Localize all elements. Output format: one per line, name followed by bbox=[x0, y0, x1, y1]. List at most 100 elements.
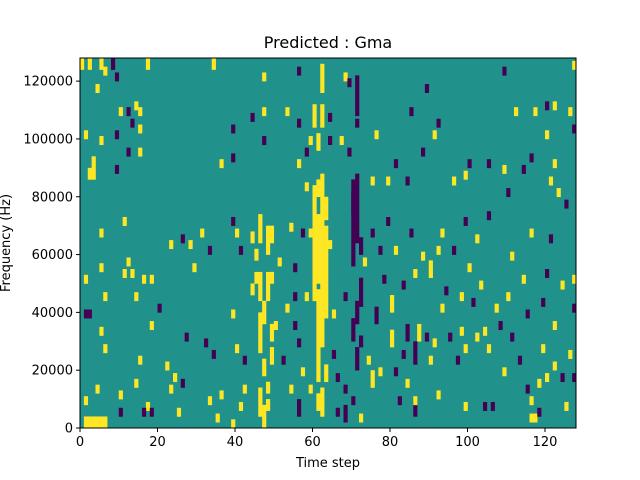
heatmap-cell-low bbox=[293, 321, 298, 331]
heatmap-cell-low bbox=[572, 373, 577, 383]
heatmap-cell-low bbox=[405, 176, 410, 186]
heatmap-cell-high bbox=[235, 228, 240, 238]
heatmap-cell-high bbox=[463, 401, 468, 411]
heatmap-cell-high bbox=[324, 364, 329, 383]
heatmap-cell-high bbox=[207, 396, 213, 406]
heatmap-cell-high bbox=[138, 107, 143, 117]
heatmap-cell-low bbox=[359, 237, 364, 255]
heatmap-cell-high bbox=[176, 407, 182, 417]
heatmap-cell-low bbox=[409, 228, 414, 238]
heatmap-cell-high bbox=[122, 216, 127, 226]
heatmap-cell-low bbox=[180, 378, 185, 388]
heatmap-cell-low bbox=[413, 341, 418, 365]
heatmap-cell-low bbox=[564, 199, 569, 209]
plot-frame bbox=[79, 57, 577, 429]
heatmap-cell-high bbox=[529, 413, 534, 423]
heatmap-cell-high bbox=[370, 370, 375, 388]
heatmap-cell-high bbox=[560, 280, 565, 290]
heatmap-cell-high bbox=[99, 326, 104, 336]
x-axis: 0 20 40 60 80 100 120 bbox=[76, 428, 557, 450]
heatmap-cell-high bbox=[266, 225, 271, 255]
heatmap-cell-low bbox=[281, 355, 286, 365]
heatmap-cell-low bbox=[347, 78, 352, 88]
heatmap-cell-high bbox=[273, 321, 278, 331]
heatmap-cell-low bbox=[545, 269, 550, 278]
heatmap-cell-high bbox=[308, 136, 313, 146]
heatmap-cell-low bbox=[355, 300, 360, 325]
heatmap-cell-low bbox=[486, 159, 492, 169]
heatmap-cell-high bbox=[440, 228, 445, 238]
heatmap-cell-high bbox=[328, 240, 333, 250]
heatmap-cell-high bbox=[165, 361, 170, 371]
heatmap-cell-low bbox=[114, 72, 120, 82]
heatmap-cell-low bbox=[304, 147, 309, 157]
heatmap-cell-high bbox=[99, 416, 104, 429]
heatmap-cell-low bbox=[238, 245, 244, 255]
x-tick-label: 100 bbox=[455, 435, 480, 450]
heatmap-cell-low bbox=[393, 367, 399, 377]
heatmap-cell-high bbox=[91, 156, 96, 169]
heatmap-cell-high bbox=[118, 390, 123, 400]
heatmap-cell-high bbox=[459, 326, 464, 336]
heatmap-cell-high bbox=[266, 271, 271, 302]
heatmap-cell-low bbox=[211, 349, 216, 359]
heatmap-cell-high bbox=[502, 367, 507, 377]
heatmap-cell-low bbox=[424, 84, 430, 93]
heatmap-cell-low bbox=[382, 274, 387, 284]
heatmap-cell-high bbox=[91, 416, 96, 429]
heatmap-cell-high bbox=[258, 214, 263, 244]
heatmap-cell-low bbox=[343, 404, 348, 423]
heatmap-cell-high bbox=[235, 344, 240, 354]
heatmap-cell-high bbox=[211, 58, 216, 70]
heatmap-cell-high bbox=[545, 130, 550, 140]
heatmap-cell-high bbox=[91, 167, 96, 180]
heatmap-cell-high bbox=[258, 271, 263, 302]
heatmap-cell-low bbox=[486, 211, 492, 221]
heatmap-cell-low bbox=[436, 118, 441, 128]
heatmap-cell-high bbox=[262, 107, 267, 117]
heatmap-cell-high bbox=[258, 387, 263, 417]
heatmap-cell-low bbox=[126, 107, 131, 117]
heatmap-cell-high bbox=[533, 413, 538, 423]
heatmap-cell-high bbox=[134, 378, 139, 388]
heatmap-cell-high bbox=[83, 416, 89, 429]
heatmap-cell-high bbox=[537, 378, 542, 388]
heatmap-cell-high bbox=[149, 274, 154, 284]
heatmap-cell-low bbox=[157, 303, 162, 313]
heatmap-cell-high bbox=[285, 107, 290, 117]
heatmap-cell-high bbox=[436, 390, 441, 400]
heatmap-cell-low bbox=[545, 101, 550, 111]
heatmap-cell-high bbox=[324, 196, 329, 221]
heatmap-cell-low bbox=[541, 297, 546, 307]
heatmap-cell-high bbox=[231, 309, 236, 319]
heatmap-cell-high bbox=[258, 312, 263, 354]
heatmap-cell-high bbox=[393, 245, 399, 255]
heatmap-cell-low bbox=[498, 321, 503, 331]
heatmap-cell-low bbox=[467, 159, 472, 169]
heatmap-cell-low bbox=[560, 373, 565, 383]
heatmap-cell-low bbox=[114, 164, 120, 174]
heatmap-cell-high bbox=[413, 396, 418, 406]
y-tick-label: 100000 bbox=[23, 132, 73, 147]
heatmap-cell-low bbox=[351, 396, 356, 406]
heatmap-cell-high bbox=[308, 384, 313, 394]
heatmap-cell-low bbox=[180, 234, 185, 244]
heatmap-cell-high bbox=[506, 292, 511, 302]
heatmap-cell-low bbox=[293, 263, 298, 273]
heatmap-cell-high bbox=[308, 228, 313, 238]
heatmap-cell-high bbox=[99, 136, 104, 146]
heatmap-cell-low bbox=[401, 280, 406, 290]
heatmap-cell-low bbox=[393, 159, 399, 169]
heatmap-cell-low bbox=[355, 118, 360, 128]
heatmap-cell-low bbox=[502, 66, 507, 76]
heatmap-cell-high bbox=[254, 271, 259, 284]
heatmap-cell-high bbox=[316, 393, 321, 411]
heatmap-cell-low bbox=[370, 228, 375, 238]
heatmap-cell-low bbox=[142, 407, 147, 417]
heatmap-cell-high bbox=[312, 185, 317, 302]
heatmap-cell-high bbox=[463, 170, 468, 180]
y-tick-label: 120000 bbox=[23, 75, 73, 90]
heatmap-cell-high bbox=[320, 231, 325, 348]
heatmap-cell-low bbox=[424, 332, 430, 342]
heatmap-cell-low bbox=[297, 338, 302, 348]
